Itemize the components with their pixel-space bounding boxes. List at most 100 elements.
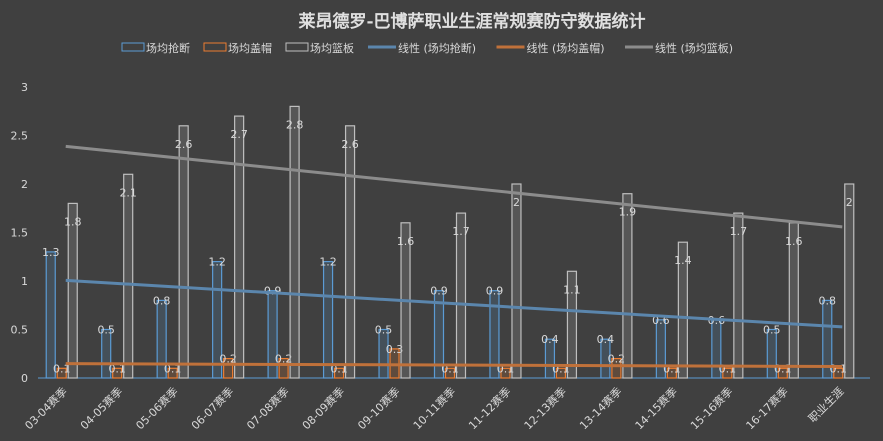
data-label: 1.7 <box>452 225 470 238</box>
bar-场均盖帽 <box>167 367 178 379</box>
trendline-线性 (场均盖帽) <box>65 362 843 369</box>
bar-场均抢断 <box>433 290 445 379</box>
data-label: 0.9 <box>486 285 504 298</box>
x-tick-label: 16-17赛季 <box>743 384 791 432</box>
x-tick-label: 04-05赛季 <box>77 384 125 432</box>
data-label: 2.7 <box>230 128 248 141</box>
x-tick-label: 职业生涯 <box>805 384 846 425</box>
bar-场均抢断 <box>267 290 278 379</box>
trendline-线性 (场均篮板) <box>65 144 843 229</box>
y-tick-label: 0.5 <box>11 324 29 337</box>
bar-场均抢断 <box>766 328 777 379</box>
bar-场均盖帽 <box>444 367 456 379</box>
x-tick-label: 12-13赛季 <box>521 384 569 432</box>
bar-场均篮板 <box>622 193 633 379</box>
bar-场均抢断 <box>212 261 223 379</box>
y-tick-label: 0 <box>21 372 28 385</box>
legend: 场均抢断 场均盖帽 场均篮板 线性 (场均抢断) 线性 (场均盖帽) 线性 (场均篮板) <box>121 41 733 55</box>
bar-场均抢断 <box>655 319 666 379</box>
legend-swatch <box>121 42 145 52</box>
bar-场均篮板 <box>344 125 356 379</box>
data-label: 1.8 <box>64 215 82 228</box>
data-label: 1.2 <box>208 256 226 269</box>
bar-场均篮板 <box>67 202 78 379</box>
bar-场均盖帽 <box>611 358 622 379</box>
x-tick-label: 08-09赛季 <box>299 384 347 432</box>
bar-场均篮板 <box>677 241 688 379</box>
bar-场均篮板 <box>289 105 300 379</box>
legend-swatch <box>285 42 309 52</box>
data-label: 0.2 <box>608 353 626 366</box>
bar-场均盖帽 <box>112 367 123 379</box>
legend-label: 线性 (场均抢断) <box>398 41 476 55</box>
bar-场均盖帽 <box>223 358 234 379</box>
data-label: 0.1 <box>53 362 71 375</box>
bar-场均抢断 <box>489 290 500 379</box>
data-label: 0.1 <box>164 362 182 375</box>
data-label: 2.6 <box>341 138 359 151</box>
data-label: 1.9 <box>619 206 637 219</box>
bar-场均抢断 <box>600 338 611 379</box>
x-tick-label: 15-16赛季 <box>687 384 735 432</box>
bar-场均抢断 <box>544 338 556 379</box>
x-tick-label: 11-12赛季 <box>466 384 514 432</box>
bar-场均盖帽 <box>278 358 289 379</box>
data-label: 0.2 <box>275 353 293 366</box>
data-label: 2.8 <box>286 118 304 131</box>
legend-label: 场均抢断 <box>146 41 190 55</box>
bar-场均抢断 <box>822 299 833 379</box>
data-label: 0.3 <box>386 343 404 356</box>
bar-场均篮板 <box>733 212 744 379</box>
x-tick-label: 14-15赛季 <box>632 384 680 432</box>
data-label: 0.4 <box>597 333 615 346</box>
data-label: 2 <box>846 196 853 209</box>
bar-场均抢断 <box>378 328 389 379</box>
x-tick-label: 07-08赛季 <box>244 384 292 432</box>
x-tick-label: 06-07赛季 <box>188 384 236 432</box>
data-label: 0.4 <box>541 333 559 346</box>
x-tick-label: 13-14赛季 <box>576 384 624 432</box>
bar-场均篮板 <box>178 125 189 379</box>
bar-场均盖帽 <box>333 367 345 379</box>
data-label: 0.2 <box>219 353 237 366</box>
y-tick-label: 2.5 <box>11 130 29 143</box>
data-label: 0.1 <box>108 362 126 375</box>
y-tick-label: 1 <box>21 275 28 288</box>
bar-场均篮板 <box>234 115 245 379</box>
data-label: 1.6 <box>397 235 415 248</box>
plot-area: 0 0.5 1 1.5 2 2.5 3 1.3 0.1 1.8 03-04赛季 0.5 0.1 2.1 04… <box>11 81 870 432</box>
bar-场均盖帽 <box>56 367 67 379</box>
y-tick-label: 3 <box>21 81 28 94</box>
bar-场均盖帽 <box>833 367 844 379</box>
x-tick-label: 05-06赛季 <box>133 384 181 432</box>
data-label: 1.7 <box>730 225 748 238</box>
bar-场均盖帽 <box>722 367 733 379</box>
data-label: 2.6 <box>175 138 193 151</box>
data-label: 1.4 <box>674 254 692 267</box>
bar-场均抢断 <box>156 299 167 379</box>
bar-场均篮板 <box>123 173 134 379</box>
data-label: 0.5 <box>97 324 115 337</box>
data-label: 0.5 <box>375 324 393 337</box>
bar-场均篮板 <box>455 212 467 379</box>
y-tick-label: 2 <box>21 178 28 191</box>
data-label: 0.8 <box>153 294 171 307</box>
data-label: 1.1 <box>563 283 581 296</box>
bar-场均盖帽 <box>555 367 567 379</box>
legend-swatch <box>203 42 227 52</box>
trendline-线性 (场均抢断) <box>65 278 843 329</box>
chart-title: 莱昂德罗-巴博萨职业生涯常规赛防守数据统计 <box>298 11 645 32</box>
data-label: 2.1 <box>119 186 137 199</box>
legend-label: 场均盖帽 <box>228 41 272 55</box>
bar-场均抢断 <box>322 261 334 379</box>
data-label: 0.8 <box>819 294 837 307</box>
bar-场均盖帽 <box>777 367 788 379</box>
data-label: 0.5 <box>763 324 781 337</box>
bar-场均篮板 <box>511 183 522 379</box>
bar-场均抢断 <box>45 251 56 379</box>
y-tick-label: 1.5 <box>11 227 29 240</box>
x-tick-label: 03-04赛季 <box>22 384 70 432</box>
x-tick-label: 10-11赛季 <box>410 384 458 432</box>
data-label: 1.2 <box>319 256 337 269</box>
